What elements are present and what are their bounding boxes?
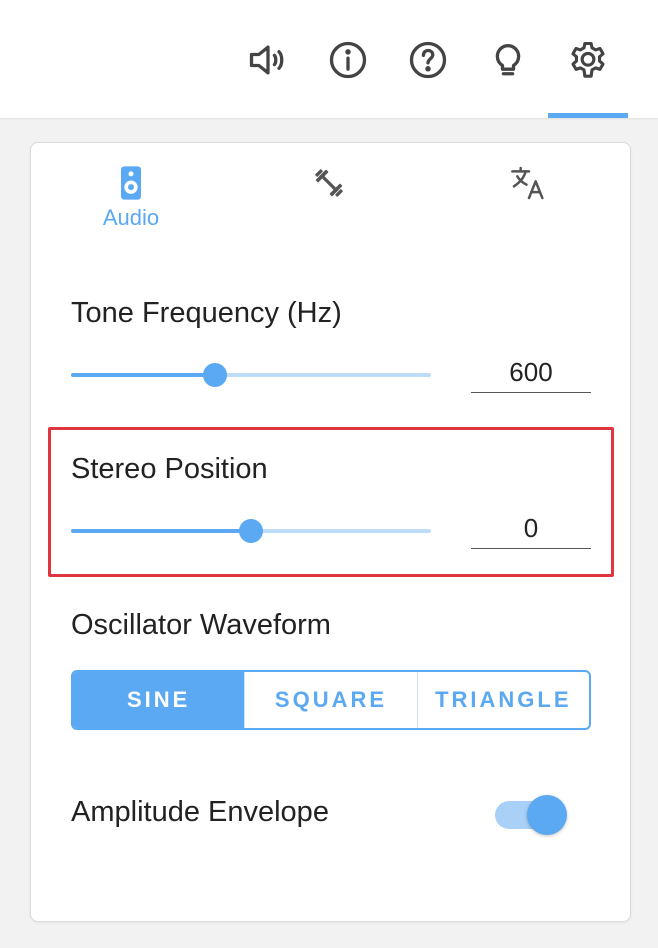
slider-fill xyxy=(71,529,251,533)
waveform-option-triangle[interactable]: TRIANGLE xyxy=(416,672,589,728)
tab-audio[interactable]: Audio xyxy=(71,163,191,235)
speaker-icon xyxy=(121,166,141,200)
tone-frequency-slider[interactable] xyxy=(71,363,431,387)
amplitude-envelope-label: Amplitude Envelope xyxy=(71,796,329,828)
waveform-option-sine[interactable]: SINE xyxy=(73,672,245,728)
toggle-knob xyxy=(527,795,567,835)
oscillator-waveform-label: Oscillator Waveform xyxy=(71,609,331,641)
settings-panel: Audio Tone Frequency (Hz) Stereo xyxy=(30,142,631,922)
exercise-icon xyxy=(315,169,343,197)
waveform-selector: SINE SQUARE TRIANGLE xyxy=(71,670,591,730)
info-icon xyxy=(329,41,367,79)
tab-language[interactable] xyxy=(469,163,589,235)
volume-button[interactable] xyxy=(244,36,292,84)
help-button[interactable] xyxy=(404,36,452,84)
tone-frequency-input[interactable] xyxy=(471,353,591,393)
volume-icon xyxy=(249,45,284,75)
settings-icon xyxy=(571,41,605,78)
highlight-box xyxy=(48,427,614,577)
waveform-option-square[interactable]: SQUARE xyxy=(244,672,416,728)
stereo-position-slider[interactable] xyxy=(71,519,431,543)
amplitude-envelope-toggle[interactable] xyxy=(493,793,569,837)
slider-fill xyxy=(71,373,215,377)
settings-button[interactable] xyxy=(564,36,612,84)
top-toolbar xyxy=(0,0,658,118)
tips-button[interactable] xyxy=(484,36,532,84)
tone-frequency-label: Tone Frequency (Hz) xyxy=(71,297,342,329)
slider-thumb[interactable] xyxy=(203,363,227,387)
tab-exercise[interactable] xyxy=(269,163,389,235)
stereo-position-label: Stereo Position xyxy=(71,453,268,485)
lightbulb-icon xyxy=(495,44,521,76)
help-icon xyxy=(409,41,447,79)
stereo-position-input[interactable] xyxy=(471,509,591,549)
slider-rail xyxy=(71,373,431,377)
translate-icon xyxy=(511,166,544,200)
info-button[interactable] xyxy=(324,36,372,84)
slider-thumb[interactable] xyxy=(239,519,263,543)
active-tab-indicator xyxy=(548,113,628,118)
tab-audio-label: Audio xyxy=(102,205,160,230)
